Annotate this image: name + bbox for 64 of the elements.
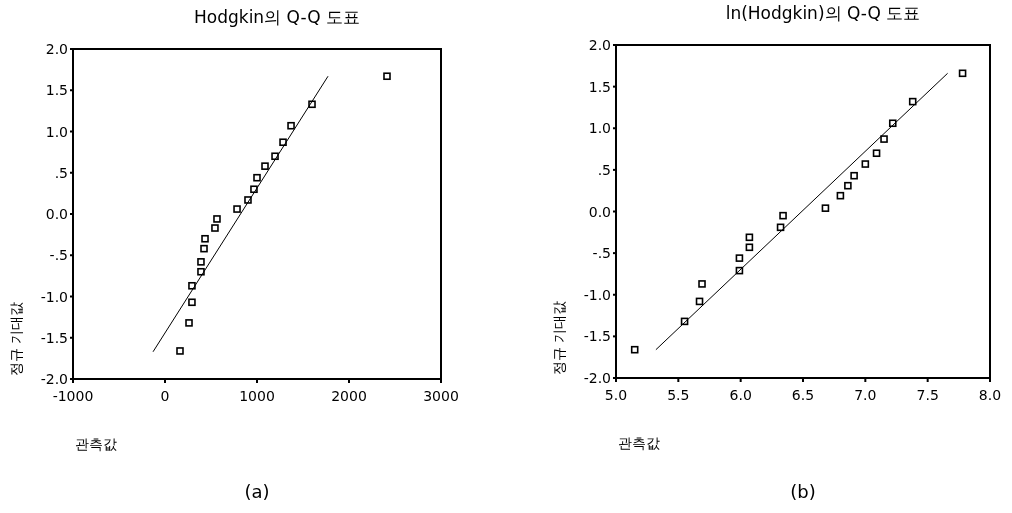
point xyxy=(287,121,295,130)
y-tick-label: 1.0 xyxy=(588,120,611,137)
text: (a) xyxy=(244,481,270,502)
y-tick-label: -1.5 xyxy=(40,329,68,346)
point xyxy=(279,138,287,147)
x-tick-label: 1000 xyxy=(239,388,275,404)
point xyxy=(201,234,209,243)
y-tick-label: .5 xyxy=(54,164,68,181)
point xyxy=(253,173,261,182)
point xyxy=(211,224,219,232)
x-tick-label: 5.0 xyxy=(604,387,628,403)
y-axis-title: 정규 기대값 xyxy=(8,301,24,377)
point xyxy=(745,243,754,252)
point xyxy=(779,211,787,220)
y-tick-label: -1.0 xyxy=(583,286,611,303)
y-tick-label: 2.0 xyxy=(588,37,611,53)
point xyxy=(850,171,858,180)
point xyxy=(188,298,196,307)
y-tick-label: 0.0 xyxy=(45,206,68,222)
y-tick-label: -.5 xyxy=(49,247,68,264)
point xyxy=(197,258,205,266)
point xyxy=(844,181,852,190)
y-tick-label: -2.0 xyxy=(40,371,68,387)
point xyxy=(185,319,193,327)
point xyxy=(261,162,269,170)
x-tick-label: 3000 xyxy=(423,388,459,404)
x-tick-label: -1000 xyxy=(52,388,94,404)
y-tick-label: -1.5 xyxy=(583,328,611,345)
point xyxy=(735,254,744,262)
y-axis-title: 정규 기대값 xyxy=(551,300,567,376)
point xyxy=(861,160,870,168)
y-tick-label: -1.0 xyxy=(40,288,68,305)
y-tick-label: -.5 xyxy=(592,245,611,262)
y-tick-label: 0.0 xyxy=(588,203,611,220)
x-tick-label: 2000 xyxy=(331,388,367,404)
chart-title: ln(Hodgkin)의 Q-Q 도표 xyxy=(725,3,921,23)
text: (b) xyxy=(790,481,816,502)
x-tick-label: 7.0 xyxy=(854,387,877,403)
x-tick-label: 8.0 xyxy=(978,387,1002,403)
point xyxy=(176,347,184,355)
point xyxy=(200,244,208,253)
y-tick-label: 1.0 xyxy=(45,123,68,140)
point xyxy=(383,72,391,81)
point xyxy=(880,135,888,143)
point xyxy=(233,205,241,213)
y-tick-label: .5 xyxy=(597,161,611,178)
x-tick-label: 7.5 xyxy=(916,387,939,403)
point xyxy=(821,204,830,212)
point xyxy=(630,345,639,354)
y-tick-label: 1.5 xyxy=(588,78,611,95)
y-tick-label: 2.0 xyxy=(45,41,68,57)
x-tick-label: 6.5 xyxy=(791,387,815,403)
x-axis-title: 관측값 xyxy=(618,435,660,451)
x-axis-title: 관측값 xyxy=(75,436,117,452)
x-tick-label: 0 xyxy=(160,388,170,404)
chart-title: Hodgkin의 Q-Q 도표 xyxy=(194,7,360,27)
point xyxy=(908,97,917,106)
x-tick-label: 5.5 xyxy=(667,387,690,403)
y-tick-label: -2.0 xyxy=(583,370,611,386)
point xyxy=(872,149,881,158)
x-tick-label: 6.0 xyxy=(729,387,752,403)
y-tick-label: 1.5 xyxy=(45,82,68,99)
point xyxy=(698,280,706,288)
point xyxy=(213,215,221,223)
